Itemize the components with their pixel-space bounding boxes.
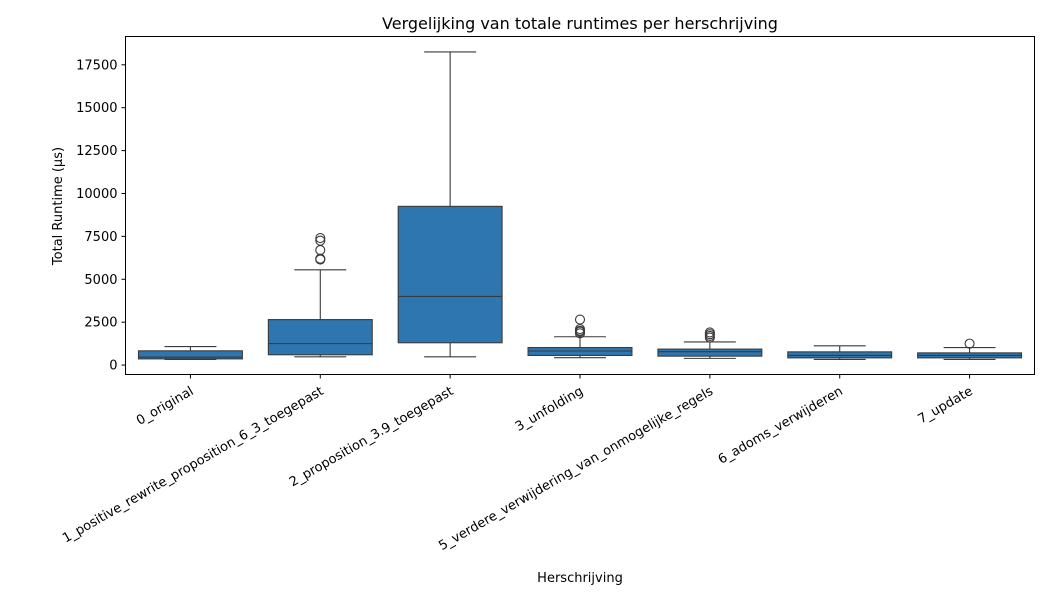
box-group: [397, 51, 503, 358]
y-tick-label: 7500: [84, 230, 117, 245]
outlier-point: [964, 338, 975, 349]
x-axis-ticks: 0_original1_positive_rewrite_proposition…: [60, 374, 976, 554]
outlier-point: [315, 235, 326, 246]
x-tick-label: 7_update: [916, 384, 976, 427]
box-iqr: [267, 319, 373, 356]
box-group: [527, 314, 633, 359]
box-iqr: [137, 350, 243, 360]
y-axis-label: Total Runtime (µs): [51, 147, 66, 266]
x-tick-label: 5_verdere_verwijdering_van_onmogelijke_r…: [436, 384, 716, 554]
boxes-layer: [137, 51, 1023, 360]
y-tick-label: 10000: [76, 187, 117, 202]
y-tick-label: 0: [109, 359, 117, 374]
outlier-point: [704, 327, 715, 338]
outlier-point: [315, 245, 326, 256]
outlier-point: [574, 314, 586, 325]
outlier-point: [315, 233, 326, 244]
x-tick-label: 1_positive_rewrite_proposition_6_3_toege…: [60, 384, 326, 546]
y-tick-label: 5000: [84, 273, 117, 288]
box-iqr: [397, 205, 503, 344]
box-iqr: [787, 351, 893, 359]
box-group: [917, 338, 1023, 360]
box-group: [787, 345, 893, 360]
chart-title: Vergelijking van totale runtimes per her…: [382, 14, 778, 33]
x-tick-label: 0_original: [134, 384, 196, 429]
box-group: [137, 345, 243, 360]
y-tick-label: 2500: [84, 316, 117, 331]
y-tick-label: 17500: [76, 58, 117, 73]
x-tick-label: 6_adoms_verwijderen: [716, 384, 846, 468]
x-axis-label: Herschrijving: [537, 571, 623, 586]
y-tick-label: 12500: [76, 144, 117, 159]
x-tick-label: 3_unfolding: [513, 384, 586, 435]
box-group: [267, 233, 373, 358]
box-iqr: [657, 348, 763, 357]
y-tick-label: 15000: [76, 101, 117, 116]
box-group: [657, 327, 763, 359]
y-axis-ticks: 0 2500 5000 7500 10000 12500 15000 17500: [76, 58, 126, 374]
plot-frame: [125, 36, 1035, 375]
